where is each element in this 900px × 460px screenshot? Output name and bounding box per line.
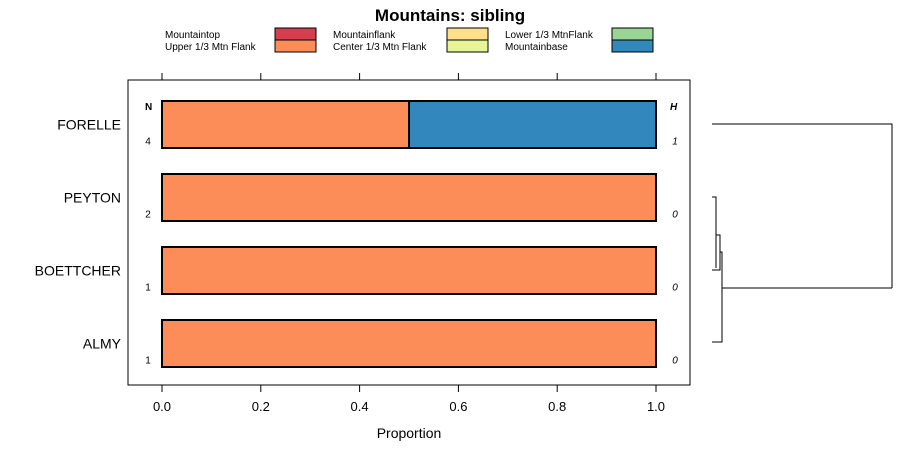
x-tick-label: 0.8 bbox=[548, 399, 566, 414]
legend-swatch-mountainbase bbox=[611, 39, 654, 53]
bar-almy-upper-1-3-mtn-flank bbox=[161, 319, 657, 368]
x-tick-label: 0.4 bbox=[351, 399, 369, 414]
legend-label-mountainbase: Mountainbase bbox=[505, 42, 568, 53]
x-axis-label: Proportion bbox=[377, 425, 442, 441]
legend-label-center-1-3-mtn-flank: Center 1/3 Mtn Flank bbox=[333, 42, 427, 53]
h-value-forelle: 1 bbox=[672, 137, 678, 148]
bars: FORELLE 4 1 PEYTON 2 0 BOETTCHER 1 0 ALMY 1 0 bbox=[35, 100, 678, 368]
legend-swatch-lower-1-3-mtnflank bbox=[611, 27, 654, 41]
chart-title: Mountains: sibling bbox=[375, 6, 525, 25]
dendrogram bbox=[712, 123, 893, 343]
legend-label-upper-1-3-mtn-flank: Upper 1/3 Mtn Flank bbox=[165, 42, 257, 53]
dendrogram-branch-almy bbox=[712, 251, 723, 343]
legend-swatch-upper-1-3-mtn-flank bbox=[274, 39, 317, 53]
legend-label-mountaintop: Mountaintop bbox=[165, 30, 220, 41]
n-value-forelle: 4 bbox=[145, 137, 151, 148]
h-value-peyton: 0 bbox=[672, 210, 678, 221]
category-label-peyton: PEYTON bbox=[64, 190, 121, 206]
dendrogram-branch-forelle bbox=[712, 123, 893, 288]
bar-forelle-upper-1-3-mtn-flank bbox=[161, 100, 410, 149]
h-value-boettcher: 0 bbox=[672, 283, 678, 294]
x-tick-label: 0.2 bbox=[252, 399, 270, 414]
dendrogram-branch-peyton bbox=[712, 196, 717, 268]
h-value-almy: 0 bbox=[672, 356, 678, 367]
n-value-boettcher: 1 bbox=[145, 283, 151, 294]
x-tick-label: 1.0 bbox=[647, 399, 665, 414]
h-header: H bbox=[670, 102, 678, 113]
n-header: N bbox=[145, 102, 152, 113]
legend-label-mountainflank: Mountainflank bbox=[333, 30, 396, 41]
plot-frame bbox=[127, 79, 691, 386]
legend-swatch-center-1-3-mtn-flank bbox=[446, 39, 489, 53]
category-label-almy: ALMY bbox=[83, 336, 122, 352]
x-axis: 0.0 0.2 0.4 0.6 0.8 1.0 bbox=[153, 73, 665, 414]
bar-forelle-mountainbase bbox=[408, 100, 657, 149]
x-tick-label: 0.6 bbox=[449, 399, 467, 414]
n-value-peyton: 2 bbox=[145, 210, 151, 221]
category-label-forelle: FORELLE bbox=[57, 117, 121, 133]
legend-swatch-mountaintop bbox=[274, 27, 317, 41]
legend-swatch-mountainflank bbox=[446, 27, 489, 41]
legend-label-lower-1-3-mtnflank: Lower 1/3 MtnFlank bbox=[505, 30, 594, 41]
bar-boettcher-upper-1-3-mtn-flank bbox=[161, 246, 657, 295]
bar-peyton-upper-1-3-mtn-flank bbox=[161, 173, 657, 222]
category-label-boettcher: BOETTCHER bbox=[35, 263, 121, 279]
n-value-almy: 1 bbox=[145, 356, 151, 367]
x-tick-label: 0.0 bbox=[153, 399, 171, 414]
